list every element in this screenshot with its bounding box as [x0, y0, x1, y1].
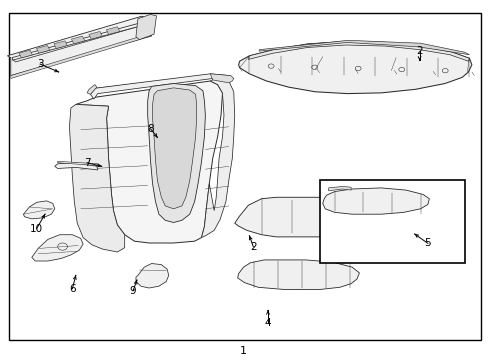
Polygon shape: [322, 188, 428, 214]
Polygon shape: [234, 197, 391, 237]
Polygon shape: [89, 31, 102, 39]
Polygon shape: [238, 41, 471, 94]
Polygon shape: [71, 36, 84, 44]
Polygon shape: [55, 163, 98, 170]
Polygon shape: [37, 45, 50, 53]
Polygon shape: [328, 186, 350, 191]
Polygon shape: [54, 41, 67, 49]
Polygon shape: [237, 260, 359, 289]
Polygon shape: [248, 41, 468, 61]
Polygon shape: [90, 74, 230, 99]
Polygon shape: [147, 84, 205, 222]
Text: 7: 7: [83, 158, 90, 168]
Text: 4: 4: [264, 318, 271, 328]
Polygon shape: [201, 76, 234, 238]
Text: 1: 1: [239, 346, 246, 356]
Polygon shape: [87, 85, 97, 94]
Polygon shape: [136, 264, 168, 288]
Bar: [320, 180, 464, 263]
Text: 5: 5: [424, 238, 430, 248]
Polygon shape: [136, 14, 156, 40]
Polygon shape: [19, 50, 32, 58]
Text: 9: 9: [129, 286, 136, 296]
Polygon shape: [12, 22, 149, 62]
Text: 3: 3: [37, 59, 43, 69]
Polygon shape: [7, 16, 151, 76]
Polygon shape: [76, 81, 222, 243]
Text: 6: 6: [69, 284, 76, 294]
Polygon shape: [210, 74, 233, 83]
Polygon shape: [259, 40, 468, 55]
Polygon shape: [32, 235, 83, 261]
Polygon shape: [23, 201, 55, 219]
Polygon shape: [152, 88, 196, 209]
Text: 2: 2: [249, 242, 256, 252]
Polygon shape: [11, 37, 139, 78]
Text: 10: 10: [30, 224, 43, 234]
Text: 2: 2: [415, 46, 422, 56]
Polygon shape: [106, 27, 120, 35]
Text: 8: 8: [147, 124, 154, 134]
Polygon shape: [12, 20, 154, 60]
Polygon shape: [69, 104, 124, 252]
Polygon shape: [58, 161, 98, 166]
